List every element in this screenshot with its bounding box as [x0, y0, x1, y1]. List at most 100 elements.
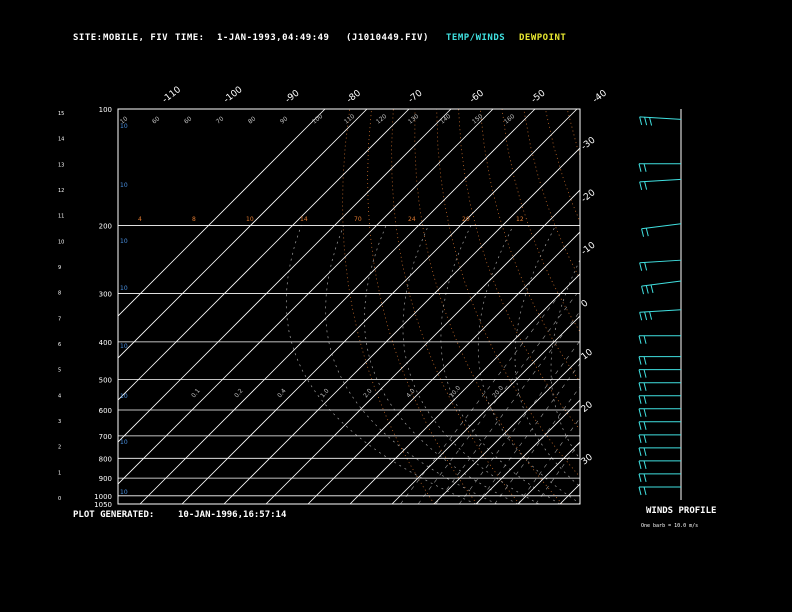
isotherm-line [728, 109, 792, 504]
height-tick-label: 5 [58, 368, 61, 374]
theta-label: 10 [246, 216, 254, 223]
height-tick-label: 3 [58, 419, 61, 425]
wind-barb-flag [638, 447, 642, 456]
moist-adiabat [402, 225, 540, 504]
mixing-ratio-line [476, 363, 580, 504]
pressure-tick-label: 200 [99, 222, 112, 230]
height-tick-label: 10 [58, 239, 64, 245]
wind-barb-flag [643, 382, 647, 391]
moist-adiabat [586, 225, 644, 504]
wind-barb-flag [644, 311, 648, 321]
time-label: TIME: [175, 33, 205, 43]
temp-tick-label-right: 30 [580, 452, 595, 467]
isotherm-line [265, 189, 580, 504]
dry-adiabat [566, 109, 580, 157]
mixing-ratio-label: 10 [120, 439, 128, 446]
pressure-tick-label: 800 [99, 455, 112, 463]
theta-e-label: 130 [407, 113, 420, 126]
theta-label: 12 [516, 216, 524, 223]
dry-adiabat [785, 109, 792, 504]
wind-barb-flag [644, 117, 648, 126]
dry-adiabat [632, 109, 792, 504]
wind-barb-flag [638, 460, 642, 470]
height-tick-label: 15 [58, 111, 64, 117]
temp-tick-label-top: -90 [284, 88, 302, 105]
isotherm-line [602, 109, 792, 504]
wind-barb-flag [638, 369, 642, 378]
isotherm-line [349, 273, 580, 504]
pressure-tick-label: 500 [99, 376, 112, 384]
moist-adiabat [440, 225, 561, 504]
moist-adiabat [364, 225, 519, 504]
isotherm-line [644, 109, 792, 504]
wind-barb-flag [639, 116, 643, 125]
dry-adiabat [501, 109, 580, 333]
temp-tick-label-right: 0 [580, 298, 591, 310]
wind-barb-flag [638, 335, 642, 344]
theta-label: 20 [462, 216, 470, 223]
legend-dewpoint: DEWPOINT [519, 33, 567, 43]
dry-adiabat [741, 109, 792, 504]
height-tick-label: 1 [58, 470, 61, 476]
mixing-ratio-bottom-label: 2.0 [362, 387, 374, 399]
moist-adiabat [477, 225, 580, 504]
isotherm-line [118, 109, 410, 401]
theta-label: 24 [408, 216, 416, 223]
dry-adiabat [342, 109, 435, 504]
temp-tick-label-right: -10 [580, 240, 598, 257]
wind-barb-flag [645, 227, 649, 237]
isotherm-line [770, 109, 792, 504]
isotherm-line [433, 357, 580, 504]
temp-tick-label-top: -60 [468, 88, 486, 105]
mixing-ratio-bottom-label: 0.2 [233, 387, 245, 399]
moist-adiabat [736, 225, 792, 504]
plot-frame [117, 108, 581, 505]
mixing-ratio-label: 10 [120, 343, 128, 350]
theta-e-label: 120 [375, 113, 388, 126]
theta-e-label: 90 [279, 115, 289, 125]
wind-barb-flag [643, 447, 647, 456]
height-tick-label: 7 [58, 316, 61, 322]
wind-barb-flag [649, 311, 653, 320]
wind-barb-flag [641, 285, 645, 295]
wind-barb-flag [643, 473, 647, 483]
temperature-trace [669, 109, 707, 496]
theta-label: 8 [192, 216, 196, 223]
isotherm-line [475, 399, 580, 504]
mixing-ratio-label: 10 [120, 285, 128, 292]
plot-generated-value: 10-JAN-1996,16:57:14 [178, 510, 287, 520]
isotherm-line [223, 147, 580, 504]
mixing-ratio-line [435, 310, 580, 504]
site-value: MOBILE, FIV [103, 33, 169, 43]
pressure-tick-label: 100 [99, 106, 112, 114]
wind-barb-flag [639, 262, 643, 271]
mixing-ratio-bottom-label: 0.4 [276, 387, 288, 399]
height-tick-label: 12 [58, 188, 64, 194]
height-tick-label: 2 [58, 445, 61, 451]
dry-adiabat [589, 109, 792, 504]
wind-barb-flag [643, 434, 647, 443]
pressure-tick-label: 400 [99, 339, 112, 347]
wind-barb-flag [638, 356, 642, 365]
dry-adiabat [367, 109, 478, 504]
theta-e-label: 140 [439, 113, 452, 126]
wind-barb-flag [644, 181, 648, 190]
wind-barb [641, 223, 682, 230]
theta-label: 14 [300, 216, 308, 223]
isotherm-line [517, 441, 580, 504]
height-tick-label: 8 [58, 291, 61, 297]
moist-adiabat [620, 225, 683, 504]
wind-barb [639, 309, 682, 313]
dry-adiabat [763, 109, 792, 504]
mixing-ratio-line [517, 417, 580, 504]
mixing-ratio-bottom-label: 4.0 [405, 387, 417, 399]
height-tick-label: 14 [58, 137, 64, 143]
dry-adiabat [654, 109, 792, 504]
mixing-ratio-label: 10 [120, 123, 128, 130]
dry-adiabat [676, 109, 792, 504]
wind-barb [639, 116, 682, 120]
temp-tick-label-top: -50 [530, 88, 548, 105]
wind-barb-flag [638, 434, 642, 443]
isotherm-line [118, 109, 494, 485]
